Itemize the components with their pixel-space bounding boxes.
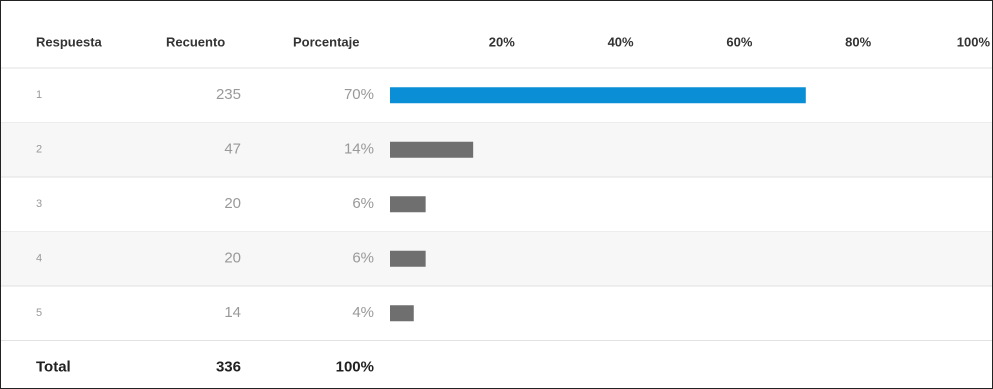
bar xyxy=(390,196,426,213)
total-percent: 100% xyxy=(336,359,374,376)
response-label: 1 xyxy=(36,89,42,101)
percent: 6% xyxy=(352,250,374,267)
axis-tick-label: 40% xyxy=(608,34,634,49)
response-label: 3 xyxy=(36,198,42,210)
percent: 6% xyxy=(352,195,374,212)
bar xyxy=(390,141,474,158)
row-background xyxy=(1,231,992,286)
count: 14 xyxy=(224,304,241,321)
total-label: Total xyxy=(36,359,71,376)
count: 20 xyxy=(224,195,241,212)
axis-tick-label: 60% xyxy=(726,34,752,49)
percent: 14% xyxy=(344,141,374,158)
response-label: 2 xyxy=(36,144,42,156)
column-header: Respuesta xyxy=(36,34,103,49)
total-count: 336 xyxy=(216,359,241,376)
axis-tick-label: 20% xyxy=(489,34,515,49)
bar xyxy=(390,305,414,322)
row-background xyxy=(1,122,992,177)
bar xyxy=(390,250,426,267)
count: 235 xyxy=(216,86,241,103)
count: 20 xyxy=(224,250,241,267)
bar xyxy=(390,87,806,104)
axis-tick-label: 100% xyxy=(957,34,991,49)
column-header: Recuento xyxy=(166,34,225,49)
response-label: 5 xyxy=(36,307,42,319)
count: 47 xyxy=(224,141,241,158)
axis-tick-label: 80% xyxy=(845,34,871,49)
response-label: 4 xyxy=(36,253,42,265)
column-header: Porcentaje xyxy=(293,34,359,49)
percent: 70% xyxy=(344,86,374,103)
percent: 4% xyxy=(352,304,374,321)
